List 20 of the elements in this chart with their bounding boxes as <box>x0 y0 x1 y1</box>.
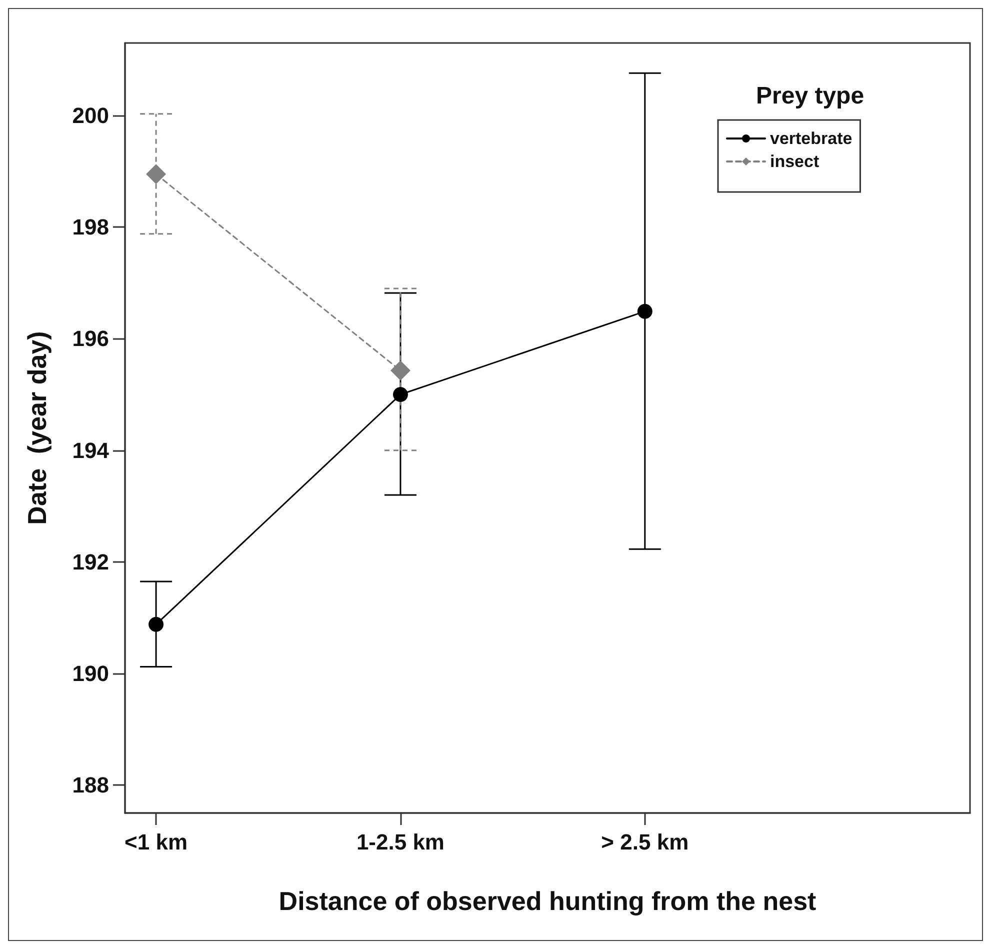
y-tick-label: 194 <box>72 438 110 463</box>
point <box>390 360 410 381</box>
x-tick-label: > 2.5 km <box>601 830 689 854</box>
x-tick-label: 1-2.5 km <box>356 830 445 854</box>
legend-title: Prey type <box>756 82 864 110</box>
y-tick-label: 198 <box>72 214 109 240</box>
y-tick-label: 200 <box>72 103 109 128</box>
y-tick-label: 188 <box>72 772 109 798</box>
legend-label: insect <box>770 152 820 171</box>
point <box>392 387 408 402</box>
y-axis-title: Date (year day) <box>22 331 52 525</box>
x-axis-title: Distance of observed hunting from the nest <box>278 886 817 916</box>
point <box>146 164 166 184</box>
legend-label: vertebrate <box>770 129 852 148</box>
y-tick-label: 196 <box>72 326 109 352</box>
x-tick-label: <1 km <box>124 830 188 854</box>
y-tick-label: 190 <box>72 661 109 686</box>
point <box>148 616 164 632</box>
y-tick-label: 192 <box>72 549 109 574</box>
point <box>637 304 652 319</box>
